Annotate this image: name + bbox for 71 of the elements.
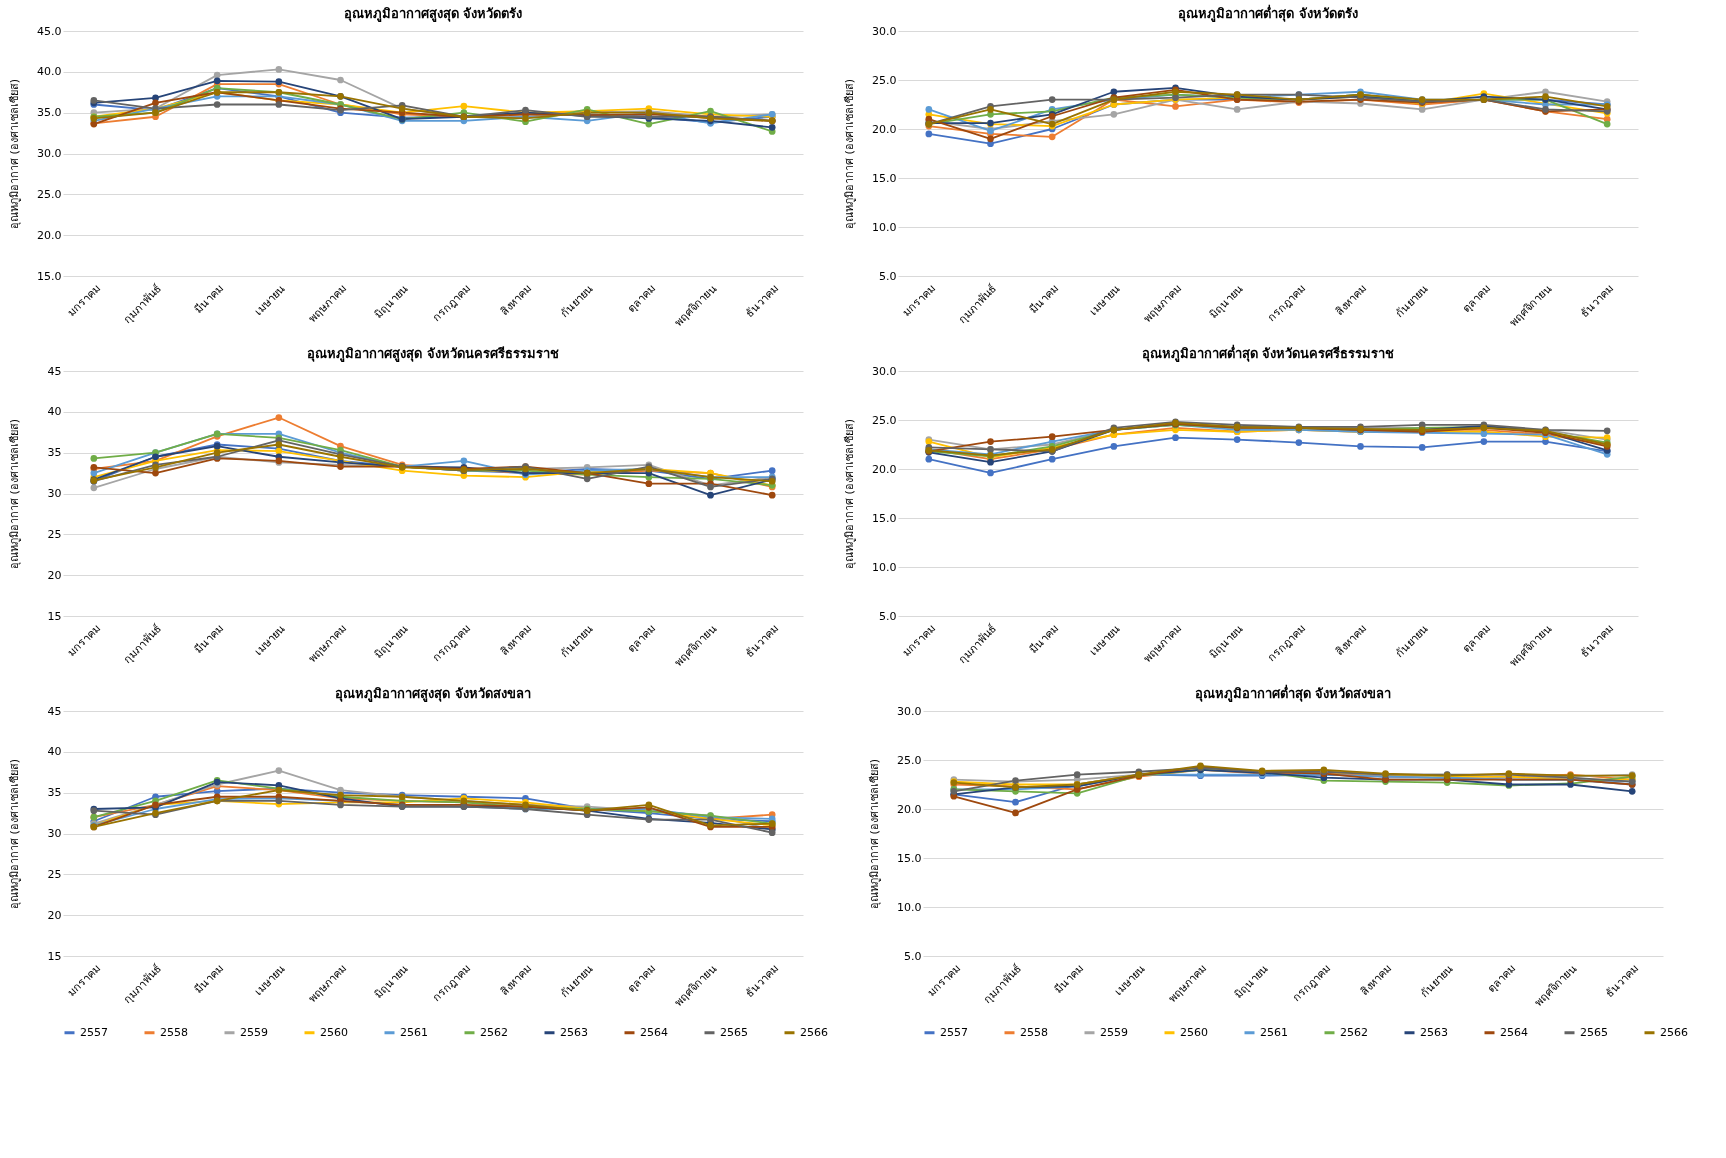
y-tick-label: 30 — [47, 487, 62, 500]
y-tick-label: 40.0 — [37, 65, 62, 79]
y-axis-title: อุณหภูมิอากาศ (องศาเซลเซียส) — [867, 758, 881, 910]
y-axis-title: อุณหภูมิอากาศ (องศาเซลเซียส) — [7, 758, 21, 910]
y-tick-label: 25.0 — [872, 413, 897, 427]
y-tick-label: 30.0 — [872, 24, 897, 38]
y-tick-label: 10.0 — [897, 900, 922, 914]
y-tick-label: 25 — [47, 527, 62, 541]
y-tick-label: 20 — [47, 908, 62, 922]
y-tick-label: 35 — [47, 786, 62, 800]
legend-label: 2557 — [80, 1025, 108, 1039]
y-tick-label: 15 — [47, 949, 62, 963]
y-tick-label: 25.0 — [897, 753, 922, 767]
legend-label: 2559 — [1100, 1025, 1128, 1039]
y-tick-label: 5.0 — [904, 949, 922, 963]
legend-label: 2562 — [1340, 1025, 1368, 1039]
legend-label: 2566 — [1660, 1025, 1688, 1039]
legend-label: 2564 — [1500, 1025, 1528, 1039]
chart-title: อุณหภูมิอากาศสูงสุด จังหวัดตรัง — [343, 6, 523, 22]
y-tick-label: 5.0 — [879, 609, 897, 623]
y-tick-label: 20.0 — [897, 802, 922, 816]
y-tick-label: 20 — [47, 568, 62, 582]
y-tick-label: 45.0 — [37, 24, 62, 38]
legend-label: 2562 — [480, 1025, 508, 1039]
y-tick-label: 25 — [47, 867, 62, 881]
y-tick-label: 20.0 — [872, 122, 897, 136]
y-tick-label: 15.0 — [897, 851, 922, 865]
y-tick-label: 25.0 — [872, 73, 897, 87]
y-tick-label: 20.0 — [872, 462, 897, 476]
chart-title: อุณหภูมิอากาศต่ำสุด จังหวัดสงขลา — [1194, 684, 1392, 702]
y-tick-label: 30.0 — [897, 704, 922, 718]
y-tick-label: 35 — [47, 446, 62, 460]
legend-label: 2560 — [1180, 1025, 1208, 1039]
legend-label: 2563 — [1420, 1025, 1448, 1039]
y-tick-label: 15 — [47, 609, 62, 623]
y-tick-label: 45 — [47, 364, 62, 378]
legend-label: 2557 — [940, 1025, 968, 1039]
y-tick-label: 40 — [47, 405, 62, 419]
y-tick-label: 15.0 — [37, 269, 62, 283]
y-tick-label: 15.0 — [872, 511, 897, 525]
chart-title: อุณหภูมิอากาศต่ำสุด จังหวัดนครศรีธรรมราช — [1141, 344, 1395, 362]
y-tick-label: 45 — [47, 704, 62, 718]
y-axis-title: อุณหภูมิอากาศ (องศาเซลเซียส) — [842, 78, 856, 230]
legend-label: 2563 — [560, 1025, 588, 1039]
y-tick-label: 20.0 — [37, 228, 62, 242]
legend-label: 2564 — [640, 1025, 668, 1039]
legend-label: 2559 — [240, 1025, 268, 1039]
chart-title: อุณหภูมิอากาศสูงสุด จังหวัดนครศรีธรรมราช — [307, 346, 559, 362]
legend-label: 2558 — [1020, 1025, 1048, 1039]
y-tick-label: 5.0 — [879, 269, 897, 283]
y-tick-label: 30.0 — [872, 364, 897, 378]
y-axis-title: อุณหภูมิอากาศ (องศาเซลเซียส) — [7, 418, 21, 570]
legend-label: 2565 — [720, 1025, 748, 1039]
legend-label: 2558 — [160, 1025, 188, 1039]
legend-label: 2565 — [1580, 1025, 1608, 1039]
chart-title: อุณหภูมิอากาศสูงสุด จังหวัดสงขลา — [335, 686, 531, 702]
y-axis-title: อุณหภูมิอากาศ (องศาเซลเซียส) — [7, 78, 21, 230]
y-tick-label: 30 — [47, 827, 62, 840]
y-tick-label: 30.0 — [37, 147, 62, 160]
y-tick-label: 10.0 — [872, 560, 897, 574]
y-tick-label: 10.0 — [872, 220, 897, 234]
legend-label: 2560 — [320, 1025, 348, 1039]
y-tick-label: 40 — [47, 745, 62, 759]
chart-title: อุณหภูมิอากาศต่ำสุด จังหวัดตรัง — [1178, 4, 1358, 22]
y-tick-label: 25.0 — [37, 187, 62, 201]
y-tick-label: 15.0 — [872, 171, 897, 185]
legend-label: 2566 — [800, 1025, 828, 1039]
y-tick-label: 35.0 — [37, 106, 62, 120]
legend-label: 2561 — [400, 1025, 428, 1039]
y-axis-title: อุณหภูมิอากาศ (องศาเซลเซียส) — [842, 418, 856, 570]
legend-label: 2561 — [1260, 1025, 1288, 1039]
